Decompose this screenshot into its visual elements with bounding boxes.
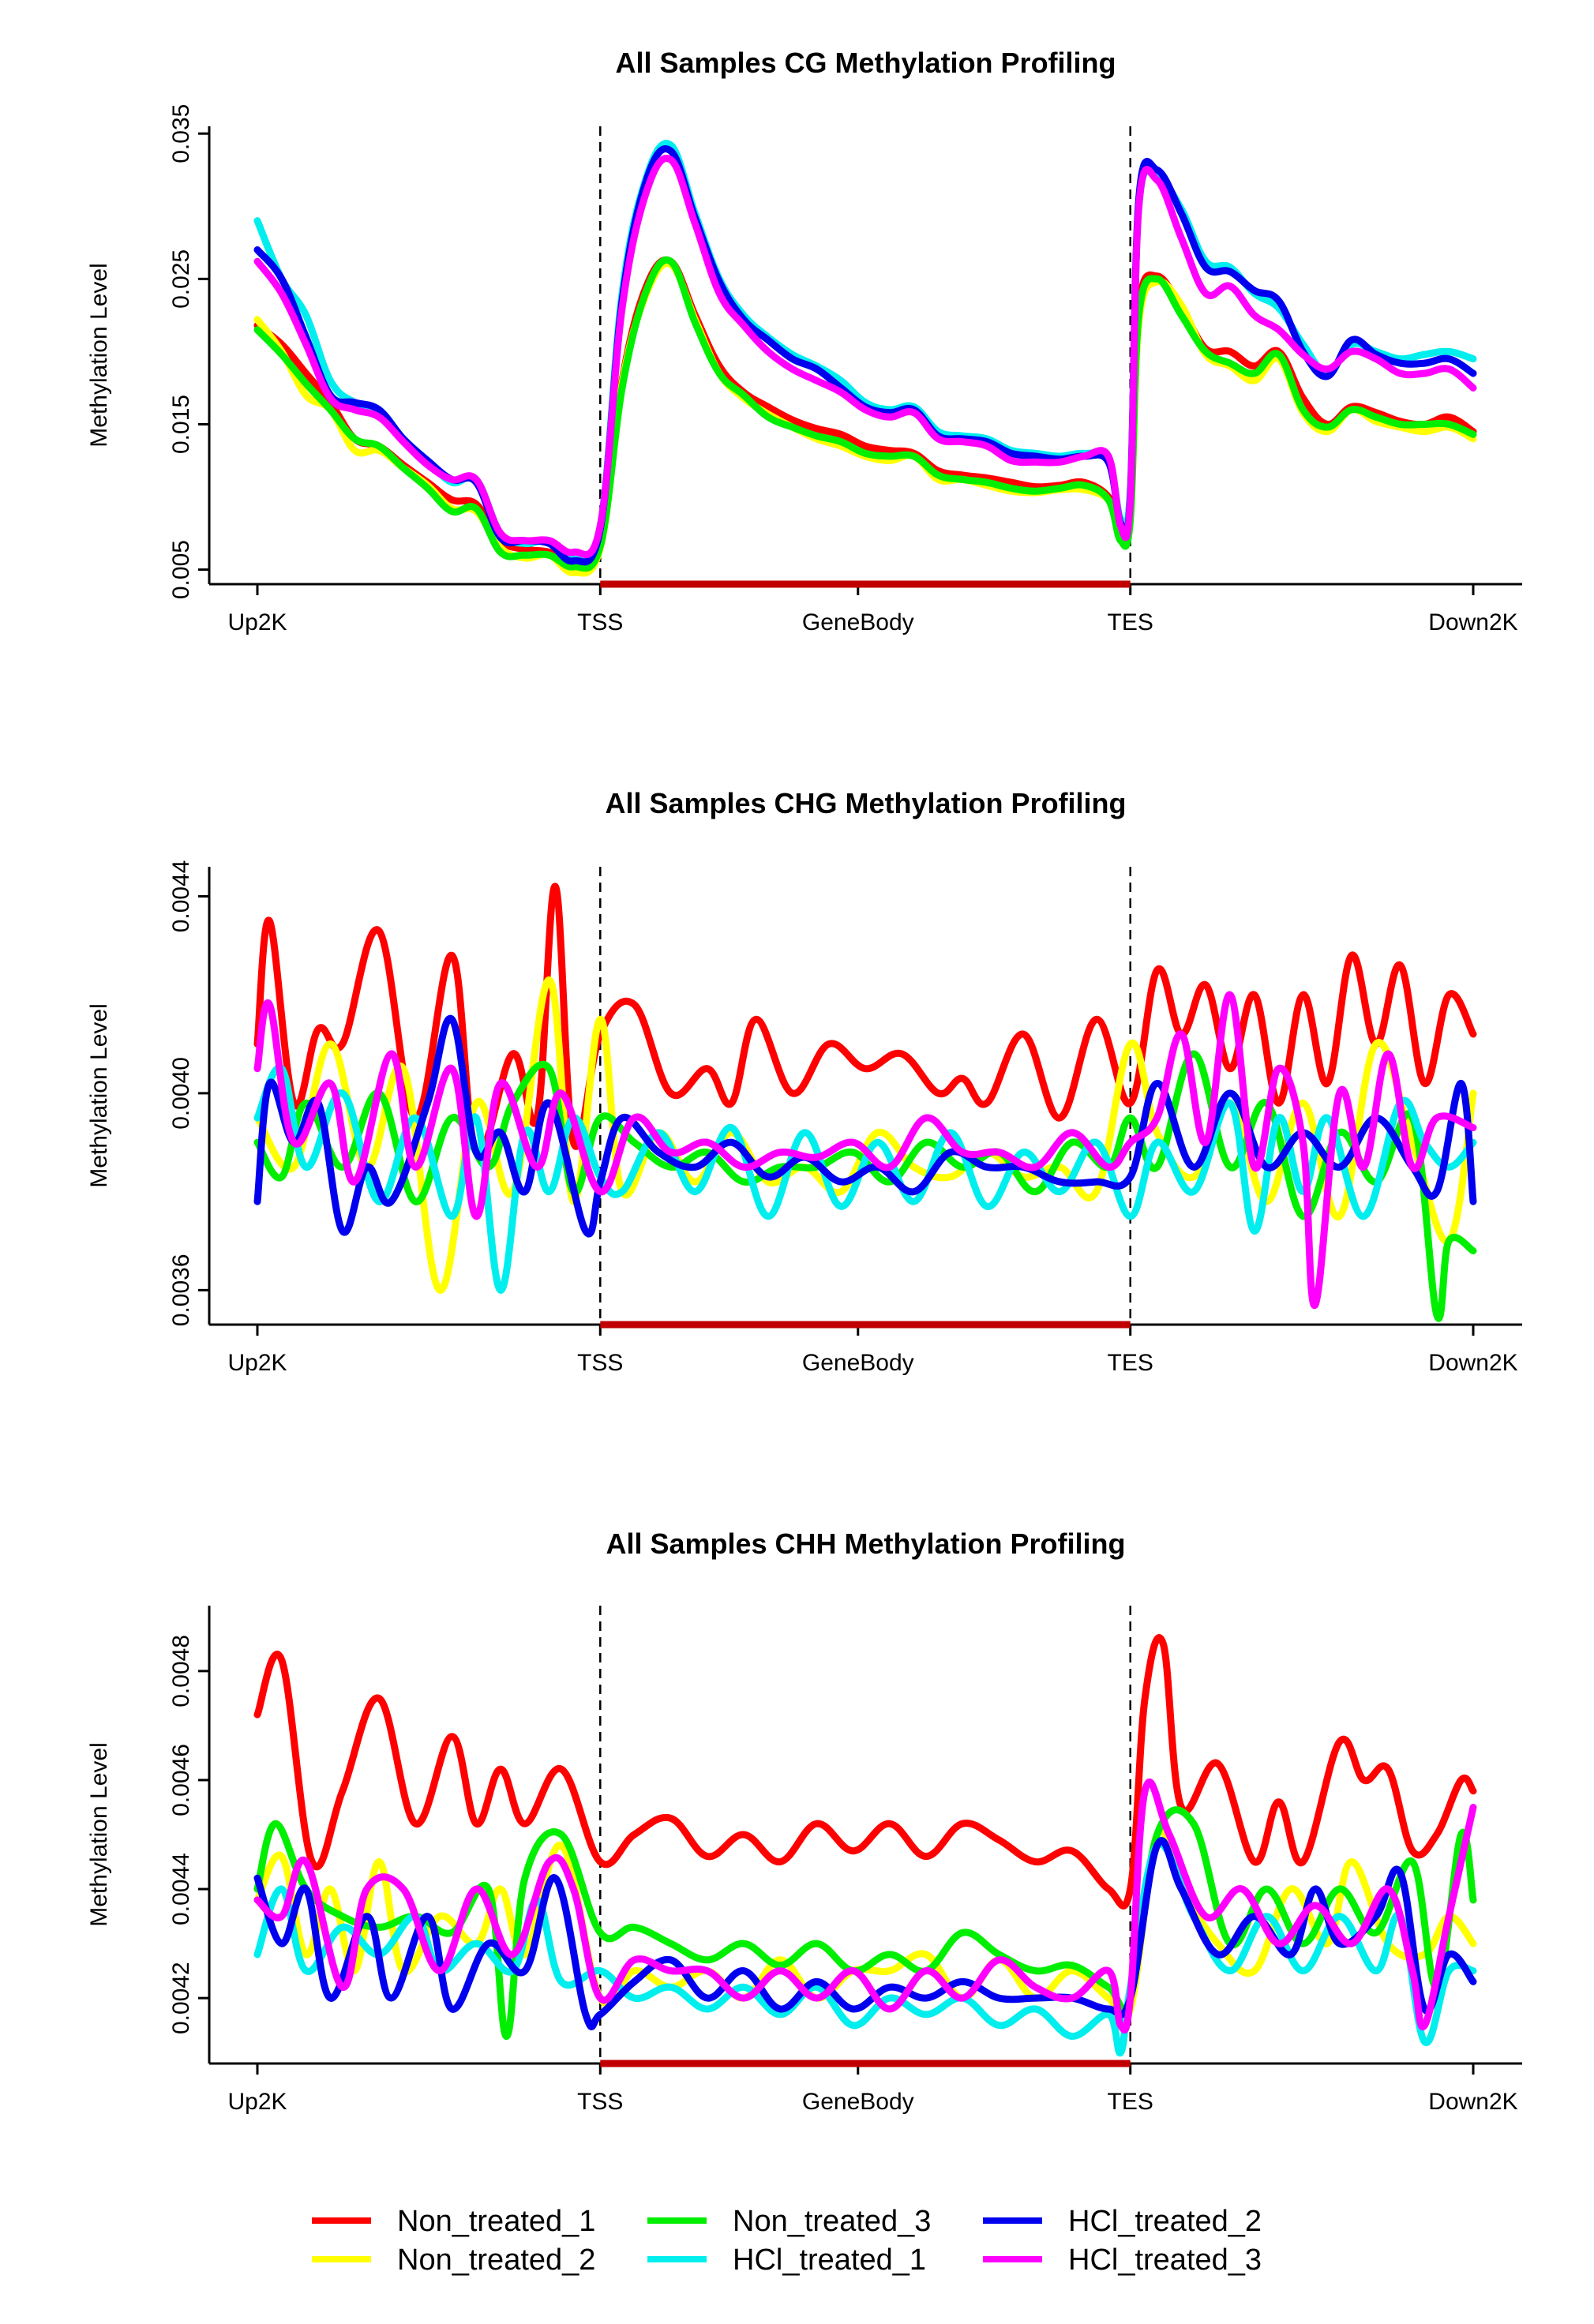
y-tick-label: 0.015 (168, 395, 194, 454)
x-tick-label: GeneBody (802, 609, 914, 635)
legend-label: Non_treated_1 (397, 2205, 595, 2238)
series-line-HCl_treated_2 (253, 1014, 1477, 1238)
y-tick-label: 0.025 (168, 249, 194, 309)
legend-label: HCl_treated_3 (1068, 2243, 1262, 2277)
y-tick-label: 0.0040 (168, 1057, 194, 1130)
y-tick-label: 0.0044 (168, 860, 194, 933)
y-axis-label: Methylation Level (86, 1742, 112, 1926)
y-tick-label: 0.0042 (168, 1962, 194, 2034)
series-line-Non_treated_3 (253, 1050, 1477, 1322)
x-tick-label: GeneBody (802, 1350, 914, 1376)
y-tick-label: 0.0048 (168, 1635, 194, 1707)
y-tick-label: 0.005 (168, 540, 194, 599)
x-tick-label: TES (1108, 609, 1153, 635)
chart-panel-2: All Samples CHG Methylation Profiling 0.0… (86, 787, 1522, 1376)
chart-panel-1: All Samples CG Methylation Profiling 0.00… (86, 47, 1522, 635)
legend-label: HCl_treated_1 (733, 2243, 926, 2277)
x-tick-label: TSS (577, 609, 623, 635)
chart-title: All Samples CHG Methylation Profiling (605, 787, 1126, 819)
y-axis-label: Methylation Level (86, 1003, 112, 1187)
series-line-Non_treated_1 (253, 1634, 1477, 1910)
y-tick-label: 0.0046 (168, 1744, 194, 1816)
legend-label: HCl_treated_2 (1068, 2205, 1262, 2238)
legend-label: Non_treated_3 (733, 2205, 931, 2238)
y-tick-label: 0.0044 (168, 1853, 194, 1925)
series-line-HCl_treated_3 (253, 155, 1477, 559)
y-tick-label: 0.0036 (168, 1254, 194, 1326)
legend-label: Non_treated_2 (397, 2243, 595, 2277)
series-line-Non_treated_3 (253, 1806, 1477, 2041)
series-line-HCl_treated_3 (253, 1779, 1477, 2034)
x-tick-label: TES (1108, 1350, 1153, 1376)
y-tick-label: 0.035 (168, 104, 194, 163)
series-line-HCl_treated_1 (253, 1063, 1477, 1294)
series-line-Non_treated_1 (253, 883, 1477, 1158)
x-tick-label: Down2K (1428, 609, 1517, 635)
x-tick-label: Up2K (227, 1350, 287, 1376)
series-line-HCl_treated_3 (253, 991, 1477, 1309)
x-tick-label: Up2K (227, 609, 287, 635)
legend: Non_treated_1 Non_treated_2 Non_treated_3 H… (312, 2205, 1262, 2277)
chart-title: All Samples CHH Methylation Profiling (606, 1527, 1125, 1560)
x-tick-label: TSS (577, 1350, 623, 1376)
x-tick-label: Up2K (227, 2089, 287, 2115)
chart-title: All Samples CG Methylation Profiling (615, 47, 1116, 79)
series-line-Non_treated_3 (253, 257, 1477, 572)
chart-panel-3: All Samples CHH Methylation Profiling 0.0… (86, 1527, 1522, 2115)
x-tick-label: TSS (577, 2089, 623, 2115)
x-tick-label: Down2K (1428, 2089, 1517, 2115)
series-line-HCl_treated_2 (253, 1837, 1477, 2030)
series-line-Non_treated_2 (253, 260, 1477, 577)
x-tick-label: TES (1108, 2089, 1153, 2115)
x-tick-label: Down2K (1428, 1350, 1517, 1376)
x-tick-label: GeneBody (802, 2089, 914, 2115)
y-axis-label: Methylation Level (86, 263, 112, 447)
